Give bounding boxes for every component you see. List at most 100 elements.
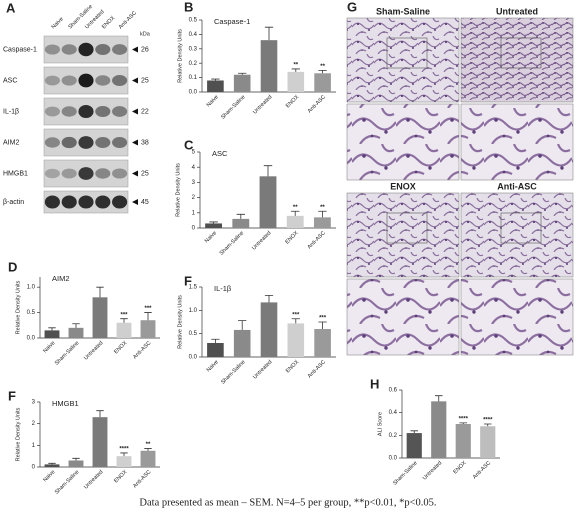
x-tick-label: Naive xyxy=(42,340,56,354)
blot-band xyxy=(95,168,111,179)
kda-value: 38 xyxy=(141,139,149,146)
error-bar xyxy=(211,338,220,343)
error-bar xyxy=(238,320,247,330)
x-tick-label: Sham-Saline xyxy=(219,230,246,257)
blot-row-label: AIM2 xyxy=(3,139,19,146)
error-bar xyxy=(291,318,300,324)
y-tick-label: 0.5 xyxy=(189,331,198,337)
y-tick-label: 0.4 xyxy=(189,32,198,38)
y-tick-label: 2 xyxy=(192,195,196,201)
x-tick-label: Untreated xyxy=(83,469,104,490)
error-bar xyxy=(72,323,80,328)
error-bar xyxy=(238,72,247,75)
blot-band xyxy=(112,168,128,179)
blot-band xyxy=(95,44,111,55)
blot-band xyxy=(44,44,60,55)
panel-letter: B xyxy=(184,0,193,14)
panel-letter: F xyxy=(8,388,16,403)
micrograph-zoom xyxy=(460,278,574,356)
bar xyxy=(92,417,108,467)
blot-arrow xyxy=(132,199,138,205)
blot-band xyxy=(78,167,94,180)
error-bar xyxy=(318,321,327,329)
blot-band xyxy=(78,73,94,88)
x-tick-label: Anti-ASC xyxy=(132,340,152,360)
x-tick-label: Anti-ASC xyxy=(132,469,152,489)
bar xyxy=(140,320,156,338)
x-tick-label: Untreated xyxy=(252,359,273,380)
error-bar xyxy=(236,213,246,219)
y-tick-label: 2 xyxy=(32,421,36,427)
x-tick-label: Untreated xyxy=(252,94,273,115)
blot-band xyxy=(44,137,60,148)
significance: **** xyxy=(119,446,129,452)
blot-band xyxy=(112,44,128,55)
chart-title: IL-1β xyxy=(214,284,232,293)
y-tick-label: 0 xyxy=(32,465,36,471)
lane-label: ENOX xyxy=(101,15,116,30)
y-tick-label: 1.5 xyxy=(189,285,198,291)
blot-arrow xyxy=(132,108,138,115)
image-label: Sham-Saline xyxy=(376,6,430,16)
blot-band xyxy=(44,75,60,86)
y-axis-label: ALI Score xyxy=(377,412,383,436)
blot-band xyxy=(112,106,128,117)
x-tick-label: Anti-ASC xyxy=(307,230,327,250)
y-tick-label: 0.1 xyxy=(189,75,198,81)
x-tick-label: Sham-Saline xyxy=(392,460,419,487)
micrograph xyxy=(346,17,460,103)
y-tick-label: 0 xyxy=(192,226,196,232)
significance: ** xyxy=(293,63,298,69)
y-tick-label: 4 xyxy=(192,165,196,171)
panel-letter: C xyxy=(184,137,194,152)
panel-letter: F xyxy=(184,273,192,288)
caption: Data presented as mean – SEM. N=4–5 per … xyxy=(139,497,436,508)
significance: ** xyxy=(320,64,325,70)
y-tick-label: 0.2 xyxy=(389,433,398,439)
histology: G Sham-Saline Untreated ENOX Anti-ASC xyxy=(346,0,574,356)
error-bar xyxy=(72,457,80,461)
kda-value: 25 xyxy=(141,77,149,84)
bar xyxy=(68,327,84,338)
error-bar xyxy=(318,70,327,74)
blot-band xyxy=(78,195,94,209)
x-tick-label: ENOX xyxy=(285,94,300,109)
blot-band xyxy=(61,168,77,179)
blot-band xyxy=(112,137,128,148)
micrograph-zoom xyxy=(346,103,460,181)
blot-band xyxy=(78,42,94,57)
bar xyxy=(116,322,132,338)
x-tick-label: Anti-ASC xyxy=(307,359,327,379)
bar xyxy=(431,401,447,458)
blot-band xyxy=(112,75,128,86)
bar xyxy=(287,323,305,357)
panel-letter: G xyxy=(347,0,357,14)
y-tick-label: 0.0 xyxy=(189,355,198,361)
significance: **** xyxy=(459,416,469,422)
micrograph-zoom xyxy=(460,103,574,181)
y-tick-label: 1.0 xyxy=(189,308,198,314)
y-axis-label: Relative Density Units xyxy=(177,29,183,83)
x-tick-label: Sham-Saline xyxy=(220,94,247,121)
bar xyxy=(455,424,471,458)
zoom-box xyxy=(500,37,542,69)
error-bar xyxy=(263,165,273,177)
bar xyxy=(44,330,60,338)
bar xyxy=(406,433,422,458)
error-bar xyxy=(209,221,218,224)
zoom-box xyxy=(386,37,428,69)
error-bar xyxy=(144,312,152,321)
significance: ** xyxy=(320,205,325,211)
significance: *** xyxy=(292,312,300,318)
x-tick-label: Naive xyxy=(206,94,220,108)
x-tick-label: Sham-Saline xyxy=(54,469,81,496)
bar xyxy=(314,329,331,357)
blot-band xyxy=(44,106,60,117)
y-tick-label: 3 xyxy=(32,400,36,406)
x-tick-label: Anti-ASC xyxy=(472,460,492,480)
blot-band xyxy=(44,168,60,179)
significance: **** xyxy=(483,418,493,424)
error-bar xyxy=(483,423,492,427)
blot-band xyxy=(95,106,111,117)
blot-band xyxy=(61,195,77,209)
